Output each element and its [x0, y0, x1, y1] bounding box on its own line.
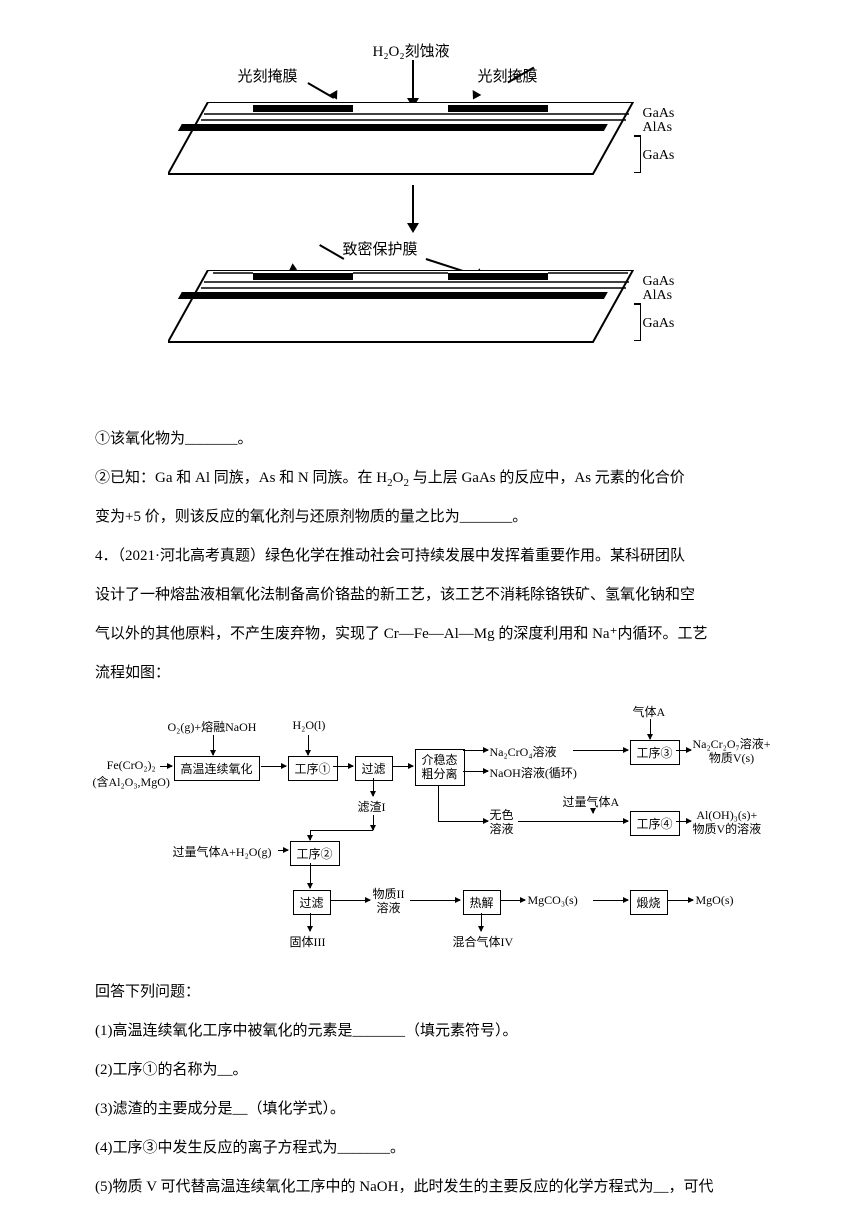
- arr3: [393, 766, 413, 767]
- fe-input-main: Fe(CrO₂)₂: [107, 758, 156, 772]
- o2-naoh-input: O₂(g)+熔融NaOH: [168, 718, 257, 735]
- step4-box: 工序④: [630, 811, 680, 836]
- calcine-box: 煅烧: [630, 890, 668, 915]
- step3-box: 工序③: [630, 740, 680, 765]
- line1-text: ①该氧化物为_______。: [95, 431, 253, 447]
- answer-header: 回答下列问题：: [95, 973, 770, 1012]
- arr-step2-down: [310, 863, 311, 888]
- mgco3-text: MgCO₃(s): [528, 893, 578, 908]
- fe-input-sub: (含Al₂O₃,MgO): [93, 775, 170, 789]
- filter1-box: 过滤: [355, 756, 393, 781]
- substance2-text: 物质II溶液: [373, 887, 405, 916]
- oxidation-box: 高温连续氧化: [174, 756, 260, 781]
- bot-alas-label: AlAs: [643, 288, 673, 304]
- q4-line2: 设计了一种熔盐液相氧化法制备高价铬盐的新工艺，该工艺不消耗除铬铁矿、氢氧化钠和空: [95, 576, 770, 615]
- arr-res-step2b: [310, 830, 311, 840]
- arr-solid3: [310, 913, 311, 931]
- arr-residue1: [373, 778, 374, 796]
- top-wafer: [168, 102, 638, 180]
- na2cr2o7-text: Na₂Cr₂O₇溶液+物质V(s): [693, 737, 771, 766]
- line-res-step2: [310, 830, 373, 831]
- a3: (3)滤渣的主要成分是__（填化学式）。: [95, 1090, 770, 1129]
- solid3-text: 固体III: [290, 933, 326, 950]
- answer-section: 回答下列问题： (1)高温连续氧化工序中被氧化的元素是_______（填元素符号…: [95, 973, 770, 1207]
- bot-bracket: [633, 303, 641, 341]
- q4-line3: 气以外的其他原料，不产生废弃物，实现了 Cr—Fe—Al—Mg 的深度利用和 N…: [95, 615, 770, 654]
- step1-box: 工序①: [288, 756, 338, 781]
- fe-input: Fe(CrO₂)₂ (含Al₂O₃,MgO): [93, 758, 170, 790]
- h2o-input: H₂O(l): [293, 718, 326, 733]
- arr-colorless2: [518, 821, 628, 822]
- arr-sep1: [463, 750, 488, 751]
- top-alas-label: AlAs: [643, 120, 673, 136]
- arr-calcine: [668, 900, 693, 901]
- arr2: [333, 766, 353, 767]
- between-arrow-head: [407, 223, 419, 233]
- bot-gaas2-label: GaAs: [643, 316, 675, 332]
- aloh3-text: Al(OH)₃(s)+物质V的溶液: [693, 808, 762, 837]
- arr-colorless: [438, 821, 488, 822]
- mask-arrow-right-head: [468, 90, 481, 102]
- separation-box: 介稳态粗分离: [415, 749, 465, 786]
- arr-sub2b: [410, 900, 460, 901]
- colorless-text: 无色溶液: [490, 808, 514, 837]
- arr-sub2: [330, 900, 370, 901]
- line2c-text: 的反应中，As 元素的化合价: [499, 470, 684, 486]
- a4: (4)工序③中发生反应的离子方程式为_______。: [95, 1129, 770, 1168]
- question-text: ①该氧化物为_______。 ②已知：Ga 和 Al 同族，As 和 N 同族。…: [95, 420, 770, 693]
- arr-mixgas: [481, 913, 482, 931]
- arr-step4: [676, 821, 691, 822]
- q4-line4: 流程如图：: [95, 654, 770, 693]
- mixgas-text: 混合气体IV: [453, 933, 514, 950]
- bottom-wafer: [168, 270, 638, 348]
- arr-thermal: [500, 900, 525, 901]
- gas-a-input: 气体A: [633, 703, 666, 720]
- naoh-cycle-text: NaOH溶液(循环): [490, 764, 577, 781]
- arr-res-step2: [373, 815, 374, 830]
- mask-left-label: 光刻掩膜: [238, 65, 298, 86]
- q4-header: 4．（2021·河北高考真题）绿色化学在推动社会可持续发展中发挥着重要作用。某科…: [95, 537, 770, 576]
- arr-mgco3: [593, 900, 628, 901]
- step2-box: 工序②: [290, 841, 340, 866]
- top-bracket: [633, 135, 641, 173]
- center-arrow: [412, 60, 414, 100]
- filter2-box: 过滤: [293, 890, 331, 915]
- residue1-text: 滤渣I: [358, 798, 386, 815]
- line3: 变为+5 价，则该反应的氧化剂与还原剂物质的量之比为_______。: [95, 498, 770, 537]
- arr-o2: [213, 735, 214, 755]
- arr-sep1b: [573, 750, 628, 751]
- arr1: [261, 766, 286, 767]
- arr-sep2: [463, 771, 488, 772]
- line2: ②已知：Ga 和 Al 同族，As 和 N 同族。在 H2O2 与上层 GaAs…: [95, 459, 770, 498]
- arr-exgas: [278, 850, 288, 851]
- line2a-text: ②已知：Ga 和 Al 同族，As 和 N 同族。在: [95, 470, 373, 486]
- line1: ①该氧化物为_______。: [95, 420, 770, 459]
- na2cro4-text: Na₂CrO₄溶液: [490, 743, 557, 760]
- top-gaas2-label: GaAs: [643, 148, 675, 164]
- etching-diagram: H₂O₂刻蚀液 光刻掩膜 光刻掩膜 GaAs AlAs GaAs 致密保护膜: [168, 40, 698, 380]
- mask-arrow-left-head: [328, 90, 341, 102]
- arr-fe: [160, 766, 172, 767]
- thermal-box: 热解: [463, 890, 501, 915]
- mgo-text: MgO(s): [696, 893, 734, 908]
- process-flowchart: O₂(g)+熔融NaOH H₂O(l) 气体A Fe(CrO₂)₂ (含Al₂O…: [98, 703, 768, 958]
- between-arrow: [412, 185, 414, 225]
- a2: (2)工序①的名称为__。: [95, 1051, 770, 1090]
- arr-step3: [676, 750, 691, 751]
- arr-h2o: [308, 735, 309, 755]
- protective-film-label: 致密保护膜: [343, 238, 418, 259]
- film-arrow-left: [319, 244, 344, 259]
- arr-exgasa: [593, 808, 594, 813]
- line2b-text: 与上层: [413, 470, 458, 486]
- a5: (5)物质 V 可代替高温连续氧化工序中的 NaOH，此时发生的主要反应的化学方…: [95, 1168, 770, 1207]
- arr-gasa: [650, 719, 651, 739]
- line-colorless: [438, 786, 439, 821]
- excess-gas-text: 过量气体A+H₂O(g): [173, 843, 272, 860]
- etchant-label: H₂O₂刻蚀液: [373, 40, 450, 61]
- a1: (1)高温连续氧化工序中被氧化的元素是_______（填元素符号）。: [95, 1012, 770, 1051]
